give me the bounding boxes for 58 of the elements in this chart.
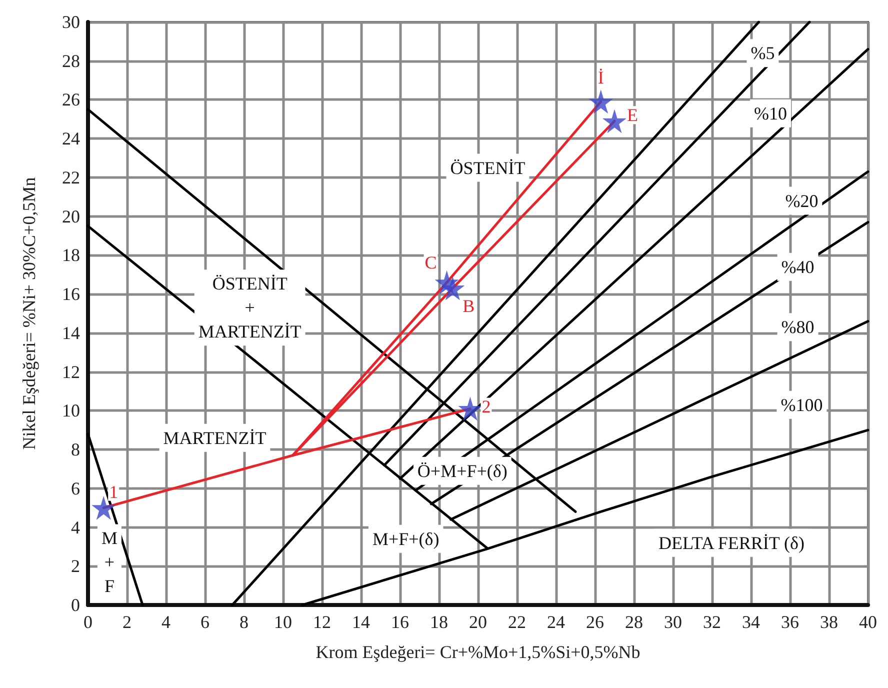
x-axis-title: Krom Eşdeğeri= Cr+%Mo+1,5%Si+0,5%Nb (316, 642, 640, 662)
x-tick-label: 26 (586, 612, 604, 632)
annotation: %40 (781, 256, 814, 277)
x-tick-label: 30 (664, 612, 682, 632)
x-tick-label: 14 (352, 612, 370, 632)
annotation: E (627, 105, 638, 126)
annotation: M+F+(δ) (372, 528, 440, 549)
y-tick-label: 8 (71, 440, 80, 460)
y-tick-label: 0 (71, 595, 80, 615)
annotation: %5 (750, 43, 775, 64)
x-tick-label: 24 (547, 612, 565, 632)
annotation: DELTA FERRİT (δ) (658, 532, 805, 553)
y-tick-label: 12 (62, 362, 80, 382)
annotation: B (462, 296, 475, 316)
y-tick-label: 16 (62, 284, 80, 304)
annotation: %100 (780, 394, 823, 415)
x-tick-label: 38 (820, 612, 838, 632)
annotation: 2 (482, 396, 491, 417)
x-tick-label: 28 (625, 612, 643, 632)
x-tick-label: 8 (240, 612, 248, 632)
x-tick-label: 12 (313, 612, 331, 632)
y-tick-label: 2 (71, 556, 80, 576)
y-axis-title: Nikel Eşdeğeri= %Ni+ 30%C+0,5Mn (19, 177, 39, 450)
x-tick-label: 18 (430, 612, 448, 632)
y-tick-label: 18 (62, 245, 80, 266)
x-tick-label: 10 (274, 612, 292, 632)
x-tick-label: 6 (200, 612, 210, 632)
annotation: 1 (109, 482, 118, 502)
annotation: MARTENZİT (163, 428, 266, 448)
y-tick-label: 4 (71, 517, 80, 538)
annotation: %10 (754, 103, 787, 124)
x-tick-label: 16 (391, 612, 409, 632)
annotation: M + F (101, 528, 118, 596)
annotation: Ö+M+F+(δ) (417, 460, 508, 481)
annotation: %20 (785, 190, 818, 211)
y-tick-label: 10 (62, 400, 80, 421)
y-tick-label: 14 (62, 322, 80, 343)
x-tick-label: 32 (703, 612, 721, 632)
x-tick-label: 22 (508, 612, 526, 632)
x-tick-label: 4 (162, 612, 170, 632)
x-tick-label: 34 (742, 612, 760, 632)
y-tick-label: 30 (62, 12, 80, 32)
annotation: ÖSTENİT (450, 158, 526, 178)
annotation: İ (598, 68, 604, 88)
annotation: ÖSTENİT + MARTENZİT (198, 274, 302, 342)
annotation: %80 (781, 317, 814, 338)
y-tick-label: 28 (62, 50, 80, 71)
x-tick-label: 0 (84, 612, 92, 632)
y-tick-label: 20 (62, 206, 80, 226)
x-tick-label: 36 (781, 612, 799, 632)
y-tick-label: 24 (62, 128, 80, 149)
annotation: C (424, 252, 437, 272)
x-tick-label: 2 (122, 612, 132, 632)
y-tick-label: 6 (71, 478, 80, 498)
x-tick-label: 20 (469, 612, 487, 632)
x-tick-label: 40 (859, 612, 877, 632)
y-tick-label: 22 (62, 167, 80, 188)
y-tick-label: 26 (62, 90, 80, 110)
